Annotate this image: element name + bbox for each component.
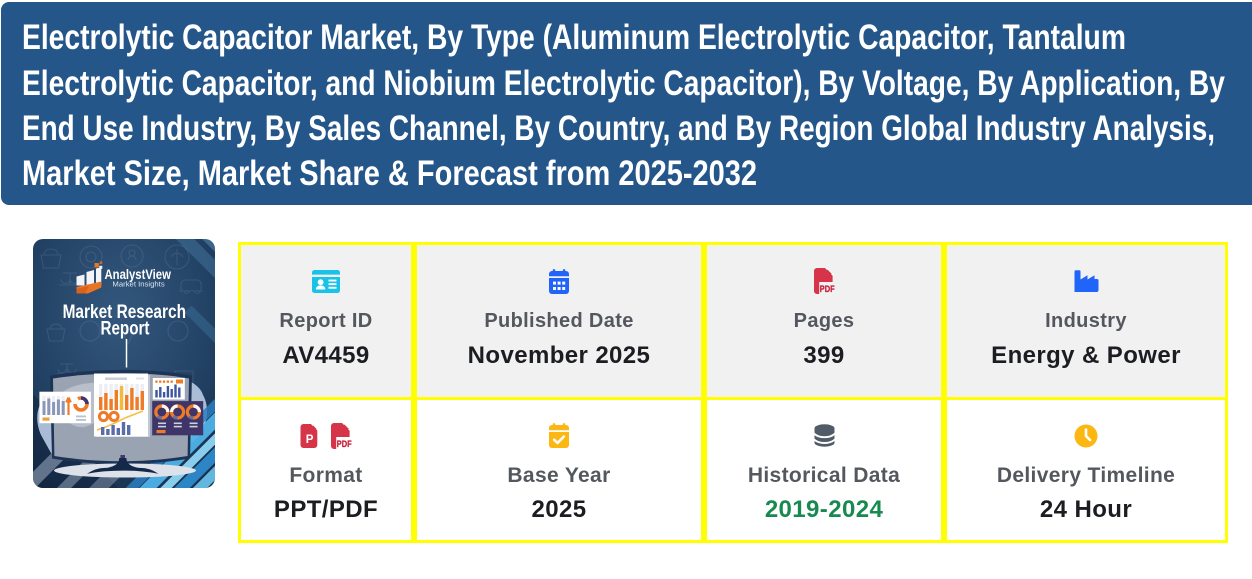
svg-text:Market Research: Market Research: [63, 301, 186, 323]
svg-text:AnalystView: AnalystView: [105, 266, 171, 282]
svg-text:Market Insights: Market Insights: [112, 280, 164, 289]
svg-text:Report: Report: [101, 317, 150, 339]
svg-text:PDF: PDF: [819, 283, 834, 294]
svg-text:P: P: [306, 433, 314, 445]
svg-text:PDF: PDF: [337, 438, 352, 449]
